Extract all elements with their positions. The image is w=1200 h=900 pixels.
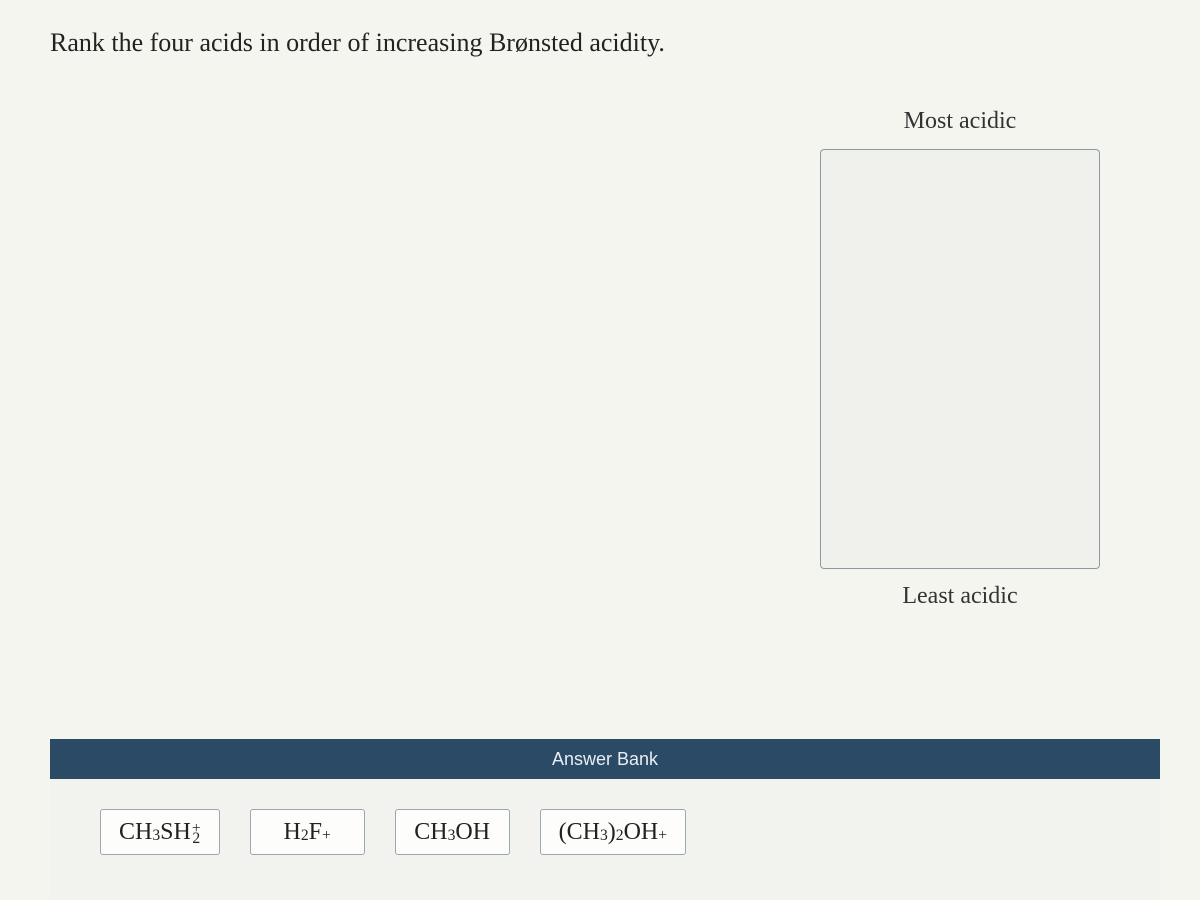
formula-ch32oh: (CH3)2OH+ <box>559 820 667 844</box>
tile-h2f[interactable]: H2F+ <box>250 809 365 855</box>
answer-bank: Answer Bank CH3SH+2 H2F+ CH3OH (CH <box>50 739 1160 900</box>
formula-h2f: H2F+ <box>283 820 330 844</box>
question-prompt: Rank the four acids in order of increasi… <box>50 20 1160 58</box>
answer-bank-header: Answer Bank <box>50 739 1160 779</box>
tile-ch3sh2[interactable]: CH3SH+2 <box>100 809 220 855</box>
question-page: Rank the four acids in order of increasi… <box>0 0 1200 900</box>
answer-bank-body: CH3SH+2 H2F+ CH3OH (CH3)2OH+ <box>50 779 1160 900</box>
work-area: Most acidic Least acidic <box>50 98 1160 721</box>
answer-bank-title: Answer Bank <box>552 749 658 770</box>
formula-ch3oh: CH3OH <box>414 820 490 844</box>
tile-ch3oh[interactable]: CH3OH <box>395 809 510 855</box>
ranking-target: Most acidic Least acidic <box>820 108 1100 721</box>
formula-ch3sh2: CH3SH+2 <box>119 820 201 844</box>
most-acidic-label: Most acidic <box>904 108 1017 135</box>
tile-ch32oh[interactable]: (CH3)2OH+ <box>540 809 686 855</box>
least-acidic-label: Least acidic <box>902 583 1017 610</box>
ranking-dropzone[interactable] <box>820 149 1100 569</box>
